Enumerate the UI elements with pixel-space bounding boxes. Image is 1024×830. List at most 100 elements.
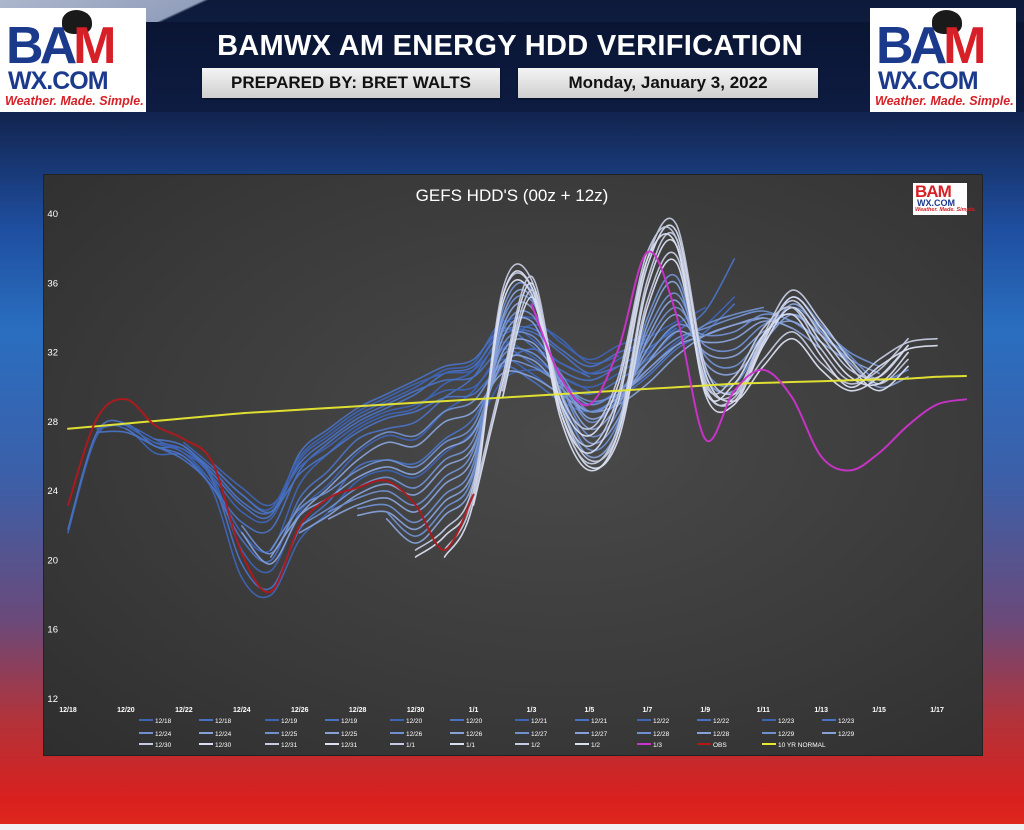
series-line [472,217,909,499]
prepared-by-badge: PREPARED BY: BRET WALTS [202,68,500,98]
legend-label: 1/1 [406,742,415,749]
series-line [385,280,909,544]
series-line [472,224,909,506]
series-line [443,238,909,558]
mini-logo-tagline: Weather. Made. Simple. [915,207,977,213]
x-tick-label: 12/30 [407,707,425,714]
y-tick-label: 40 [47,209,58,220]
logo-wx: WX.COM [878,67,979,95]
x-tick-label: 12/24 [233,707,251,714]
x-tick-label: 1/9 [700,707,710,714]
legend-label: 12/20 [406,718,423,725]
x-tick-label: 12/18 [59,707,77,714]
logo-bam: BAM [876,17,986,75]
x-tick-label: 12/22 [175,707,193,714]
x-tick-label: 1/11 [757,707,770,714]
y-tick-label: 32 [47,348,58,359]
x-tick-label: 12/26 [291,707,309,714]
legend-label: 12/25 [341,731,358,738]
bamwx-logo-right: BAM WX.COM Weather. Made. Simple. [870,8,1016,112]
helmet-icon [932,10,962,34]
chart-panel [43,174,983,756]
x-tick-label: 1/5 [585,707,595,714]
page-title: BAMWX AM ENERGY HDD VERIFICATION [217,30,803,62]
legend-label: OBS [713,742,727,749]
series-line [501,233,938,437]
series-line [154,319,678,524]
legend-label: 12/21 [591,718,608,725]
x-tick-label: 12/20 [117,707,135,714]
legend-label: 12/18 [155,718,172,725]
legend-label: 12/24 [215,731,232,738]
series-line [443,231,909,551]
legend-label: 12/18 [215,718,232,725]
legend-label: 12/31 [341,742,358,749]
mini-logo-wx: WX.COM [917,198,955,208]
legend-label: 1/1 [466,742,475,749]
y-tick-label: 16 [47,625,58,636]
series-line [67,369,591,599]
legend-label: 12/21 [531,718,548,725]
date-badge: Monday, January 3, 2022 [518,68,818,98]
bamwx-logo-left: BAM WX.COM Weather. Made. Simple. [0,8,146,112]
series-line [241,317,764,565]
legend-label: 12/27 [591,731,608,738]
logo-tagline: Weather. Made. Simple. [5,94,144,108]
legend-label: 1/2 [531,742,540,749]
x-tick-label: 1/13 [814,707,828,714]
legend-label: 12/30 [155,742,172,749]
series-line [298,320,822,534]
series-line [183,306,707,511]
bamwx-mini-logo: BAM WX.COM Weather. Made. Simple. [913,183,976,215]
series-line [125,315,649,554]
legend-label: 12/26 [466,731,483,738]
legend-label: 12/25 [281,731,298,738]
chart-title: GEFS HDD'S (00z + 12z) [416,186,609,205]
legend-label: 12/23 [838,718,855,725]
logo-tagline: Weather. Made. Simple. [875,94,1014,108]
x-tick-label: 1/15 [872,707,886,714]
x-tick-label: 1/1 [469,707,479,714]
x-tick-label: 12/28 [349,707,367,714]
legend-label: 12/23 [778,718,795,725]
legend-label: 12/29 [778,731,795,738]
legend-label: 12/26 [406,731,423,738]
series-line [212,303,736,514]
legend-label: 12/22 [653,718,670,725]
series-line [67,375,967,430]
series-line [327,313,851,520]
y-tick-label: 24 [47,486,58,497]
y-tick-label: 36 [47,278,58,289]
logo-bam: BAM [6,17,116,75]
series-line [270,310,793,551]
series-line [327,306,851,513]
series-line [298,313,822,527]
legend-label: 12/22 [713,718,730,725]
y-tick-label: 20 [47,555,58,566]
x-tick-label: 1/3 [527,707,537,714]
legend-label: 12/19 [341,718,358,725]
legend-label: 12/28 [653,731,670,738]
legend-label: 12/28 [713,731,730,738]
series-line [96,328,620,563]
helmet-icon [62,10,92,34]
legend-label: 12/19 [281,718,298,725]
legend-label: 1/3 [653,742,662,749]
legend-label: 12/31 [281,742,298,749]
bottom-strip [0,824,1024,830]
legend-label: 1/2 [591,742,600,749]
legend-label: 12/27 [531,731,548,738]
logo-wx: WX.COM [8,67,109,95]
legend-label: 12/20 [466,718,483,725]
series-line [356,299,880,531]
x-tick-label: 1/7 [642,707,652,714]
legend-label: 10 YR NORMAL [778,742,826,749]
header-band [0,22,1024,112]
series-line [154,327,678,520]
y-tick-label: 12 [47,694,58,705]
legend-label: 12/29 [838,731,855,738]
legend-label: 12/30 [215,742,232,749]
legend-label: 12/24 [155,731,172,738]
y-tick-label: 28 [47,417,58,428]
